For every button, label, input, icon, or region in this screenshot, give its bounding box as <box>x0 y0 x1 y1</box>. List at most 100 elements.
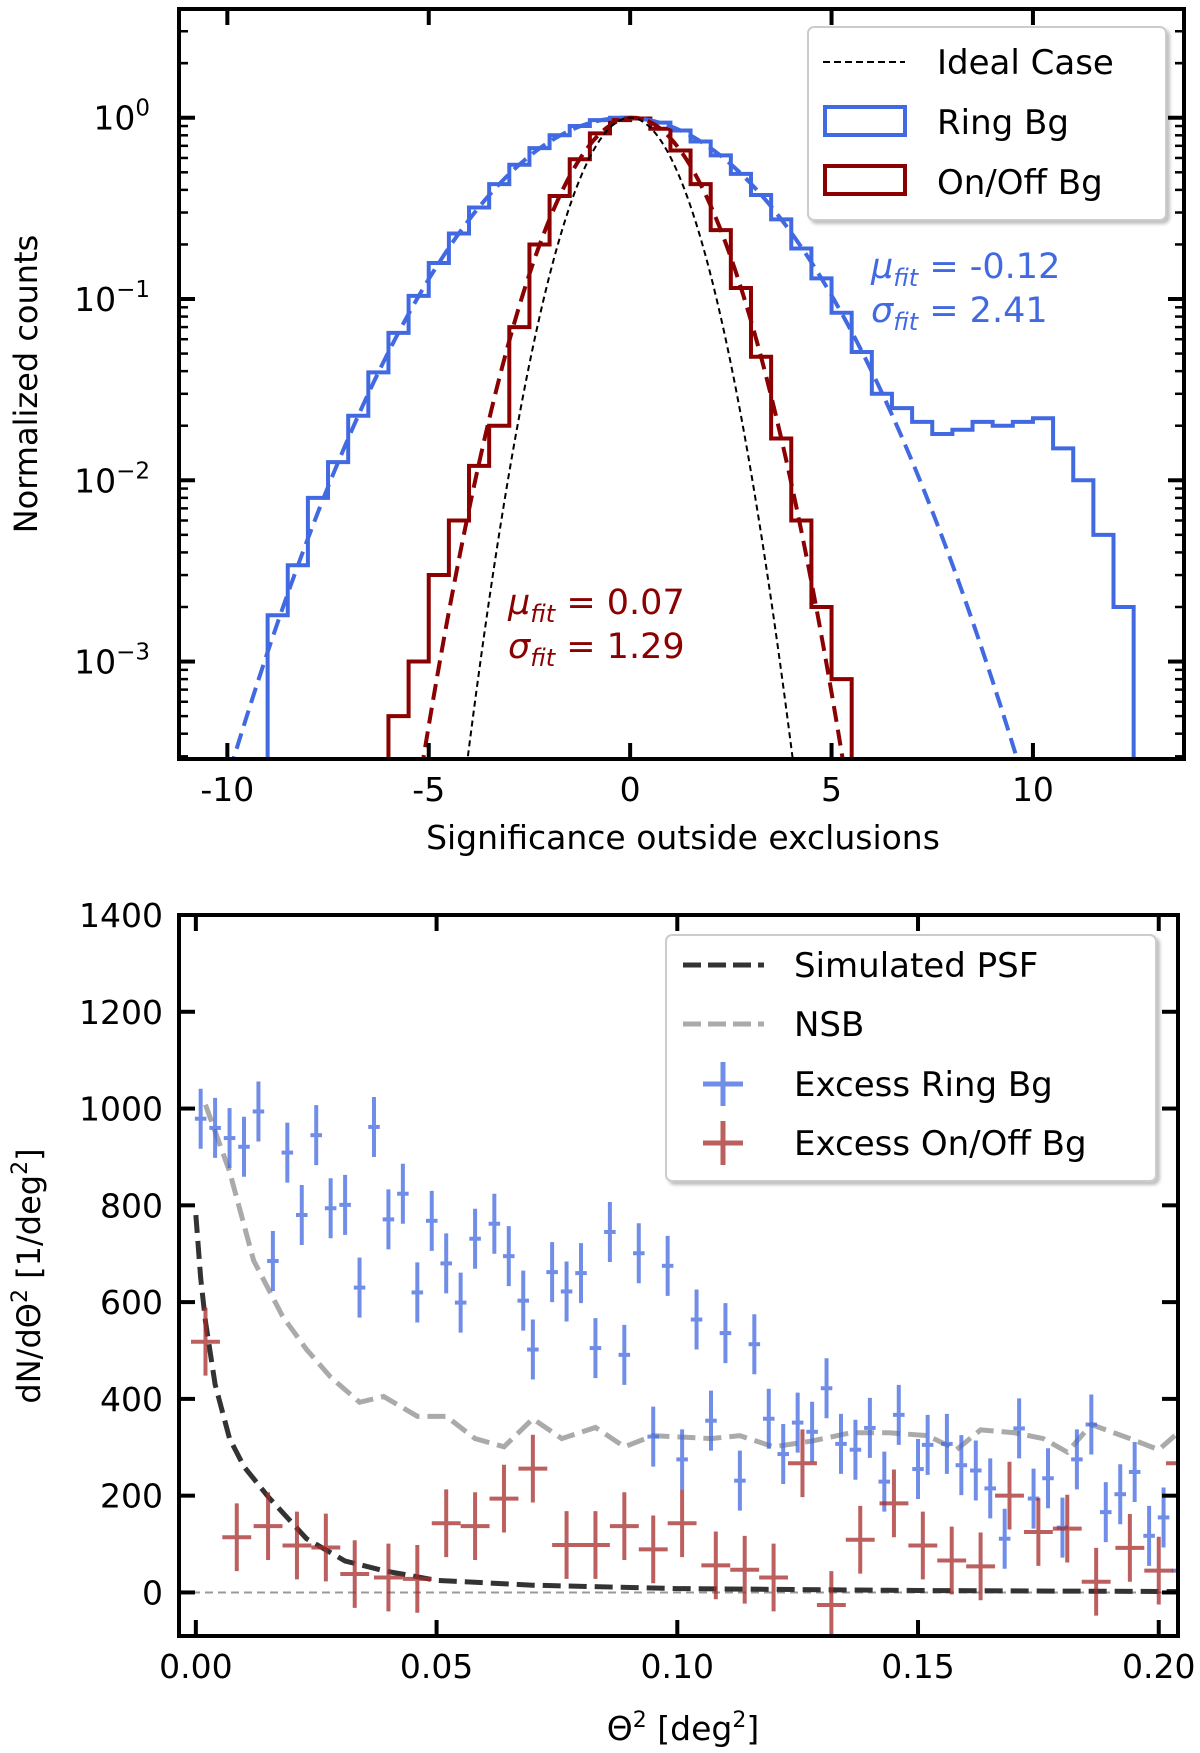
y-axis-label: Normalized counts <box>7 235 45 534</box>
errorbar-point <box>633 1223 645 1284</box>
errorbar-point <box>966 1532 996 1601</box>
errorbar-point <box>955 1435 968 1496</box>
errorbar-point <box>238 1116 250 1177</box>
errorbar-point <box>879 1469 909 1538</box>
errorbar-point <box>340 1540 370 1608</box>
errorbar-point <box>762 1388 775 1449</box>
errorbar-point <box>1081 1547 1111 1616</box>
errorbar-point <box>892 1384 905 1445</box>
errorbar-point <box>748 1314 761 1375</box>
legend: Ideal Case Ring Bg On/Off Bg <box>807 26 1167 221</box>
errorbar-point <box>730 1535 760 1604</box>
y-tick-label: 400 <box>100 1380 163 1419</box>
errorbar-point <box>402 1545 432 1613</box>
errorbar-point <box>835 1413 847 1474</box>
legend-label-onoff: Excess On/Off Bg <box>794 1124 1087 1164</box>
ideal-case-curve <box>466 116 794 759</box>
errorbar-point <box>734 1450 746 1511</box>
errorbar-point <box>820 1358 833 1419</box>
legend-label-ring: Ring Bg <box>937 103 1069 143</box>
excess-onoff-bg-points <box>191 1307 1178 1636</box>
errorbar-point <box>1143 1505 1155 1566</box>
errorbar-point <box>921 1414 934 1475</box>
errorbar-point <box>937 1526 967 1595</box>
errorbar-point <box>1071 1429 1083 1490</box>
tick-labels: 0.00 0.05 0.10 0.15 0.20 0 200 400 600 800 1000 120… <box>79 896 1195 1686</box>
legend-ring-errorbar-icon <box>703 1062 743 1106</box>
errorbar-point <box>431 1489 461 1558</box>
ring-fit-sigma-annotation: σfit = 2.41 <box>871 291 1048 336</box>
x-axis-label: Θ2 [deg2] <box>607 1708 759 1748</box>
y-tick-label: 100 <box>93 96 150 138</box>
y-tick-label: 1400 <box>79 896 163 935</box>
legend-label-ring: Excess Ring Bg <box>794 1065 1053 1105</box>
x-tick-label: 0.20 <box>1122 1647 1195 1686</box>
x-tick-label: 0 <box>620 770 641 809</box>
errorbar-point <box>589 1318 602 1379</box>
errorbar-point <box>353 1257 366 1318</box>
y-tick-label: 0 <box>142 1573 163 1612</box>
y-tick-label: 1000 <box>79 1090 163 1129</box>
plot-area <box>231 115 1136 759</box>
legend-onoff-patch-icon <box>823 164 907 196</box>
errorbar-point <box>667 1489 697 1558</box>
x-tick-label: 0.10 <box>641 1647 714 1686</box>
y-tick-label: 1200 <box>79 993 163 1032</box>
onoff-fit-sigma-annotation: σfit = 1.29 <box>508 627 685 672</box>
errorbar-point <box>701 1531 731 1600</box>
errorbar-point <box>552 1511 582 1579</box>
x-tick-label: 5 <box>821 770 842 809</box>
errorbar-point <box>912 1439 924 1500</box>
errorbar-point <box>1042 1448 1054 1509</box>
y-axis-label: dN/dΘ2 [1/deg2] <box>8 1148 48 1403</box>
errorbar-point <box>661 1235 674 1296</box>
x-tick-label: 10 <box>1012 770 1054 809</box>
errorbar-point <box>517 1270 530 1331</box>
errorbar-point <box>311 1513 341 1582</box>
errorbar-point <box>253 1492 283 1561</box>
errorbar-point <box>324 1178 337 1239</box>
legend-label-psf: Simulated PSF <box>794 946 1038 986</box>
y-tick-label: 200 <box>100 1477 163 1516</box>
errorbar-point <box>460 1492 490 1561</box>
errorbar-point <box>440 1233 452 1294</box>
errorbar-point <box>503 1226 515 1287</box>
errorbar-point <box>791 1392 804 1453</box>
y-tick-label: 800 <box>100 1186 163 1225</box>
errorbar-point <box>382 1189 395 1250</box>
errorbar-point <box>373 1543 403 1612</box>
axis-ticks <box>179 9 1184 759</box>
legend-label-nsb: NSB <box>794 1005 864 1045</box>
errorbar-point <box>281 1122 294 1183</box>
errorbar-point <box>777 1424 789 1485</box>
errorbar-point <box>209 1097 221 1158</box>
errorbar-point <box>998 1508 1011 1569</box>
errorbar-point <box>816 1571 846 1636</box>
tick-labels: -10 -5 0 5 10 100 10−1 10−2 10−3 <box>74 96 1054 809</box>
errorbar-point <box>368 1096 380 1157</box>
gaussian-fit-ring-bg <box>231 115 1020 759</box>
errorbar-point <box>845 1505 875 1574</box>
errorbar-point <box>995 1461 1024 1530</box>
errorbar-point <box>1100 1482 1112 1543</box>
errorbar-point <box>638 1515 668 1584</box>
errorbar-point <box>970 1440 982 1501</box>
onoff-fit-mu-annotation: μfit = 0.07 <box>507 583 685 628</box>
theta2-panel: 0.00 0.05 0.10 0.15 0.20 0 200 400 600 800 1000 120… <box>8 896 1195 1748</box>
errorbar-point <box>676 1429 688 1490</box>
errorbar-point <box>425 1190 438 1251</box>
errorbar-point <box>397 1163 409 1224</box>
errorbar-point <box>1013 1398 1025 1459</box>
errorbar-point <box>984 1458 997 1519</box>
errorbar-point <box>647 1406 660 1467</box>
errorbar-point <box>719 1303 732 1364</box>
y-tick-label: 10−3 <box>74 640 150 682</box>
errorbar-point <box>310 1105 322 1166</box>
errorbar-point <box>518 1434 548 1503</box>
axes-frame <box>177 913 1180 1638</box>
errorbar-point <box>560 1261 573 1322</box>
axis-ticks <box>179 913 1178 1636</box>
simulated-psf-curve <box>193 1214 1178 1594</box>
errorbar-point <box>1114 1464 1127 1525</box>
axes-frame <box>177 7 1186 761</box>
